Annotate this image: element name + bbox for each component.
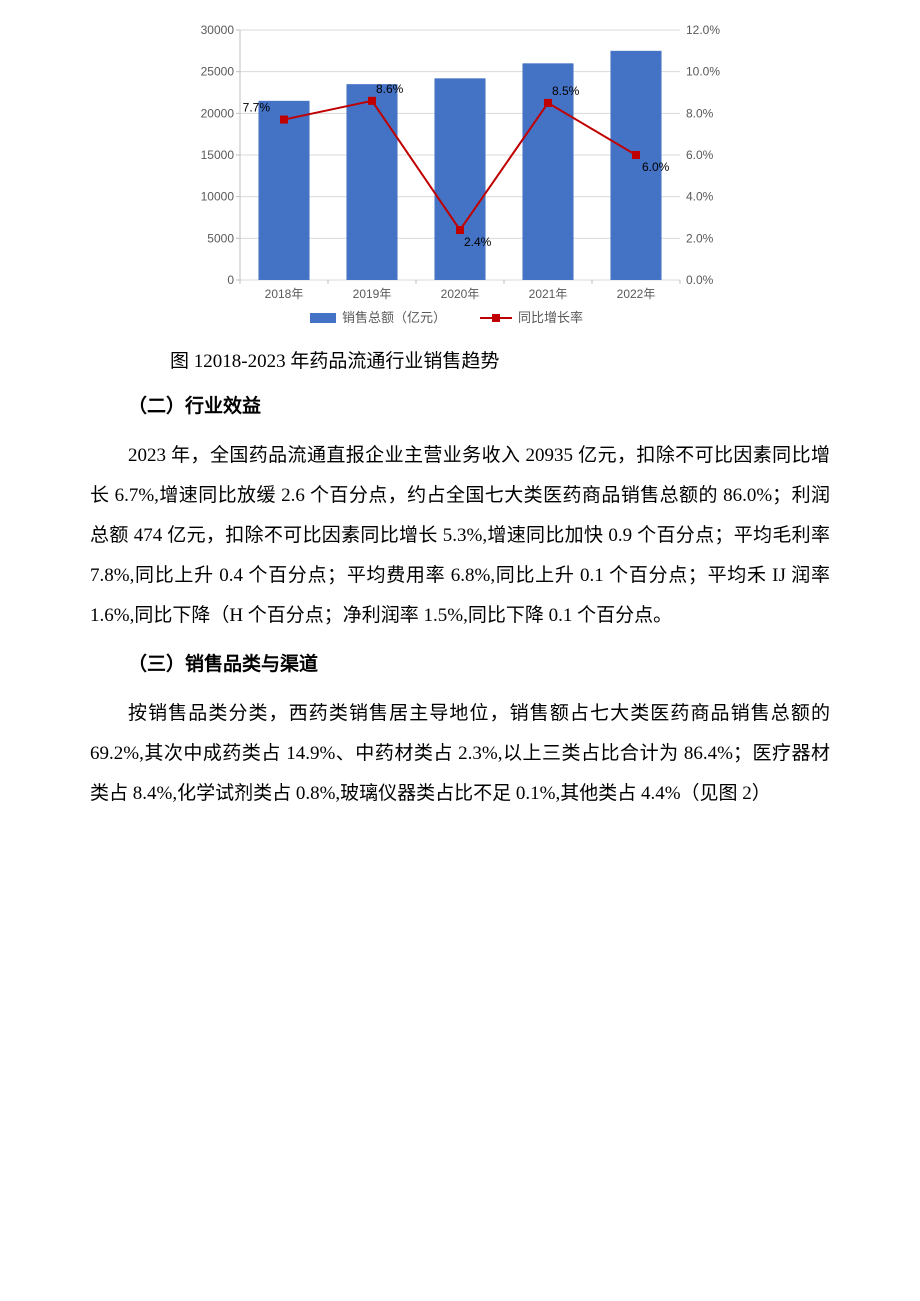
svg-text:2022年: 2022年 — [617, 287, 656, 301]
svg-text:同比增长率: 同比增长率 — [518, 310, 583, 325]
svg-text:5000: 5000 — [207, 231, 234, 245]
svg-text:0.0%: 0.0% — [686, 273, 714, 287]
svg-text:8.0%: 8.0% — [686, 106, 714, 120]
svg-text:2019年: 2019年 — [353, 287, 392, 301]
svg-text:2.4%: 2.4% — [464, 235, 492, 249]
chart-caption: 图 12018-2023 年药品流通行业销售趋势 — [170, 346, 830, 373]
svg-text:8.5%: 8.5% — [552, 84, 580, 98]
svg-text:8.6%: 8.6% — [376, 82, 404, 96]
paragraph-sales-category: 按销售品类分类，西药类销售居主导地位，销售额占七大类医药商品销售总额的 69.2… — [90, 694, 830, 814]
svg-text:10000: 10000 — [201, 190, 235, 204]
section-heading-industry-benefit: （二）行业效益 — [128, 391, 830, 418]
svg-text:0: 0 — [227, 273, 234, 287]
chart-canvas: 0 0.0% 5000 2.0% 10000 4.0% 15000 6.0% 20000 8.0%… — [180, 20, 740, 340]
svg-text:2.0%: 2.0% — [686, 231, 714, 245]
svg-text:4.0%: 4.0% — [686, 190, 714, 204]
svg-text:12.0%: 12.0% — [686, 23, 720, 37]
svg-text:2020年: 2020年 — [441, 287, 480, 301]
svg-text:2018年: 2018年 — [265, 287, 304, 301]
sales-trend-chart: 0 0.0% 5000 2.0% 10000 4.0% 15000 6.0% 20000 8.0%… — [180, 20, 740, 340]
svg-text:30000: 30000 — [201, 23, 235, 37]
svg-text:10.0%: 10.0% — [686, 65, 720, 79]
svg-text:2021年: 2021年 — [529, 287, 568, 301]
svg-text:7.7%: 7.7% — [243, 101, 271, 115]
svg-text:25000: 25000 — [201, 65, 235, 79]
svg-text:销售总额（亿元）: 销售总额（亿元） — [342, 310, 446, 325]
svg-text:15000: 15000 — [201, 148, 235, 162]
svg-text:6.0%: 6.0% — [642, 160, 670, 174]
section-heading-sales-category: （三）销售品类与渠道 — [128, 649, 830, 676]
paragraph-industry-benefit: 2023 年，全国药品流通直报企业主营业务收入 20935 亿元，扣除不可比因素… — [90, 436, 830, 635]
svg-text:6.0%: 6.0% — [686, 148, 714, 162]
svg-text:20000: 20000 — [201, 106, 235, 120]
